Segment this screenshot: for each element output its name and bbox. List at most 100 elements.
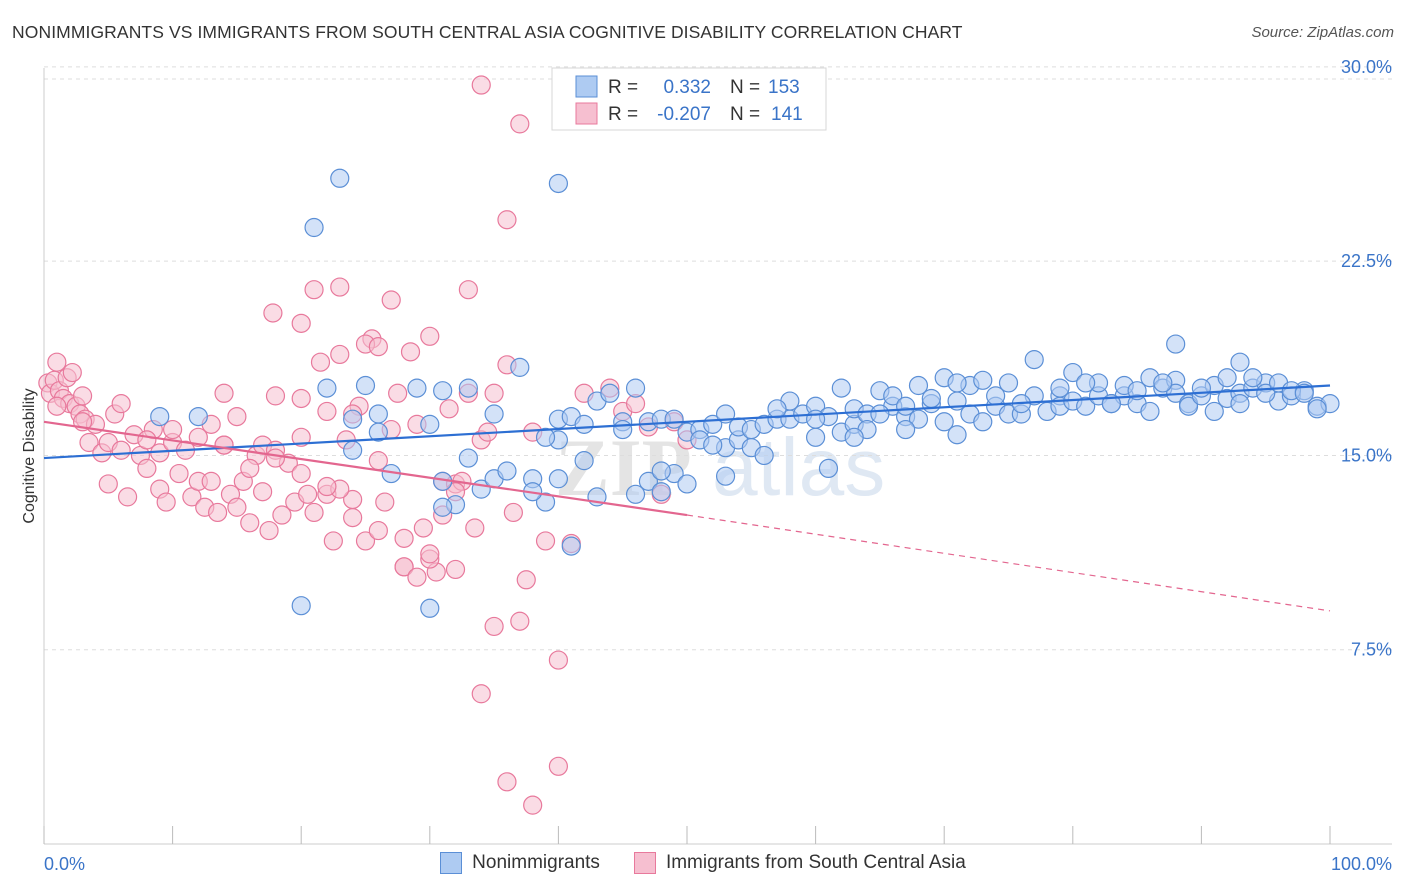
blue-point xyxy=(343,440,363,460)
pink-point xyxy=(510,114,530,134)
pink-point xyxy=(394,557,414,577)
pink-point xyxy=(317,401,337,422)
blue-point xyxy=(304,217,324,238)
blue-point xyxy=(510,357,530,377)
pink-point xyxy=(259,520,279,541)
pink-point xyxy=(439,399,459,419)
pink-point xyxy=(227,406,247,427)
legend-r-label-1: R = xyxy=(608,77,638,98)
pink-point xyxy=(523,795,543,815)
source-label: Source: ZipAtlas.com xyxy=(1251,24,1394,41)
x-tick-label-left: 0.0% xyxy=(44,854,85,874)
blue-point xyxy=(458,378,478,398)
pink-point xyxy=(47,352,67,372)
legend-n-value-1: 153 xyxy=(768,77,800,98)
pink-point xyxy=(368,520,388,541)
legend-n-label-1: N = xyxy=(730,77,760,98)
legend-label-immigrants: Immigrants from South Central Asia xyxy=(665,852,966,873)
pink-point xyxy=(516,570,536,590)
blue-point xyxy=(1050,378,1070,398)
pink-point xyxy=(381,290,401,310)
blue-point xyxy=(420,414,440,434)
pink-point xyxy=(188,427,208,447)
legend-r-label-2: R = xyxy=(608,104,638,125)
blue-point xyxy=(973,370,993,390)
blue-point xyxy=(291,596,311,616)
pink-point xyxy=(62,362,82,383)
stats-legend-box xyxy=(551,67,827,131)
blue-point xyxy=(1153,373,1173,393)
y-tick-label: 7.5% xyxy=(1351,640,1392,660)
blue-point xyxy=(574,414,594,434)
pink-point xyxy=(343,508,363,528)
pink-point xyxy=(330,344,350,365)
blue-point xyxy=(1178,396,1199,416)
pink-point xyxy=(156,492,176,512)
blue-point xyxy=(1217,368,1237,388)
pink-point xyxy=(458,280,478,300)
blue-point xyxy=(458,448,478,468)
blue-point xyxy=(613,419,633,440)
pink-point xyxy=(535,531,556,551)
blue-point xyxy=(1191,378,1212,398)
blue-point xyxy=(433,381,453,401)
blue-point xyxy=(664,409,684,429)
stats-legend: R = 0.332 N = 153 R = -0.207 N = 141 xyxy=(551,67,827,131)
pink-point xyxy=(510,611,530,631)
blue-point xyxy=(368,422,388,442)
blue-point xyxy=(651,482,671,502)
blue-point xyxy=(883,386,903,406)
blue-point xyxy=(1063,362,1083,383)
pink-point xyxy=(98,474,118,494)
blue-point xyxy=(986,386,1006,406)
blue-point xyxy=(1024,350,1044,370)
pink-point xyxy=(548,650,569,670)
pink-point xyxy=(227,497,247,517)
pink-point xyxy=(214,383,234,403)
x-tick-label-right: 100.0% xyxy=(1331,854,1392,874)
legend-label-nonimmigrants: Nonimmigrants xyxy=(472,852,600,873)
blue-point xyxy=(896,396,916,416)
pink-point xyxy=(169,463,189,484)
pink-point xyxy=(484,616,504,637)
blue-point xyxy=(805,409,826,429)
pink-point xyxy=(465,518,485,538)
blue-point xyxy=(1294,383,1314,403)
pink-point xyxy=(240,513,260,533)
pink-point xyxy=(265,386,286,406)
blue-point xyxy=(407,378,427,398)
blue-point xyxy=(921,388,941,409)
blue-point xyxy=(574,451,594,471)
y-tick-label: 22.5% xyxy=(1341,251,1392,271)
pink-point xyxy=(413,518,433,538)
pink-trend-line xyxy=(43,420,688,517)
pink-point xyxy=(47,396,67,416)
blue-point xyxy=(1307,399,1327,419)
pink-point xyxy=(253,482,273,502)
blue-point xyxy=(908,375,929,396)
pink-point xyxy=(548,756,569,776)
pink-point xyxy=(137,430,157,450)
blue-point xyxy=(767,399,787,419)
blue-point xyxy=(1076,373,1096,393)
pink-point xyxy=(317,476,337,497)
blue-point xyxy=(1140,401,1160,422)
blue-point xyxy=(355,375,376,396)
blue-point xyxy=(497,461,517,481)
blue-point xyxy=(625,378,646,398)
blue-point xyxy=(844,427,864,447)
pink-point xyxy=(304,502,324,523)
pink-point xyxy=(484,383,504,403)
legend-swatch-immigrants xyxy=(633,852,656,874)
pink-point xyxy=(355,531,376,551)
blue-point xyxy=(561,536,581,556)
blue-point xyxy=(535,492,556,512)
pink-point xyxy=(400,342,421,362)
pink-point xyxy=(79,432,99,453)
pink-point xyxy=(304,280,324,300)
legend-r-value-2: -0.207 xyxy=(657,104,711,125)
pink-point xyxy=(368,337,388,357)
blue-point xyxy=(973,412,993,432)
bottom-legend: Nonimmigrants Immigrants from South Cent… xyxy=(0,852,1406,874)
x-ticks xyxy=(43,826,1331,844)
